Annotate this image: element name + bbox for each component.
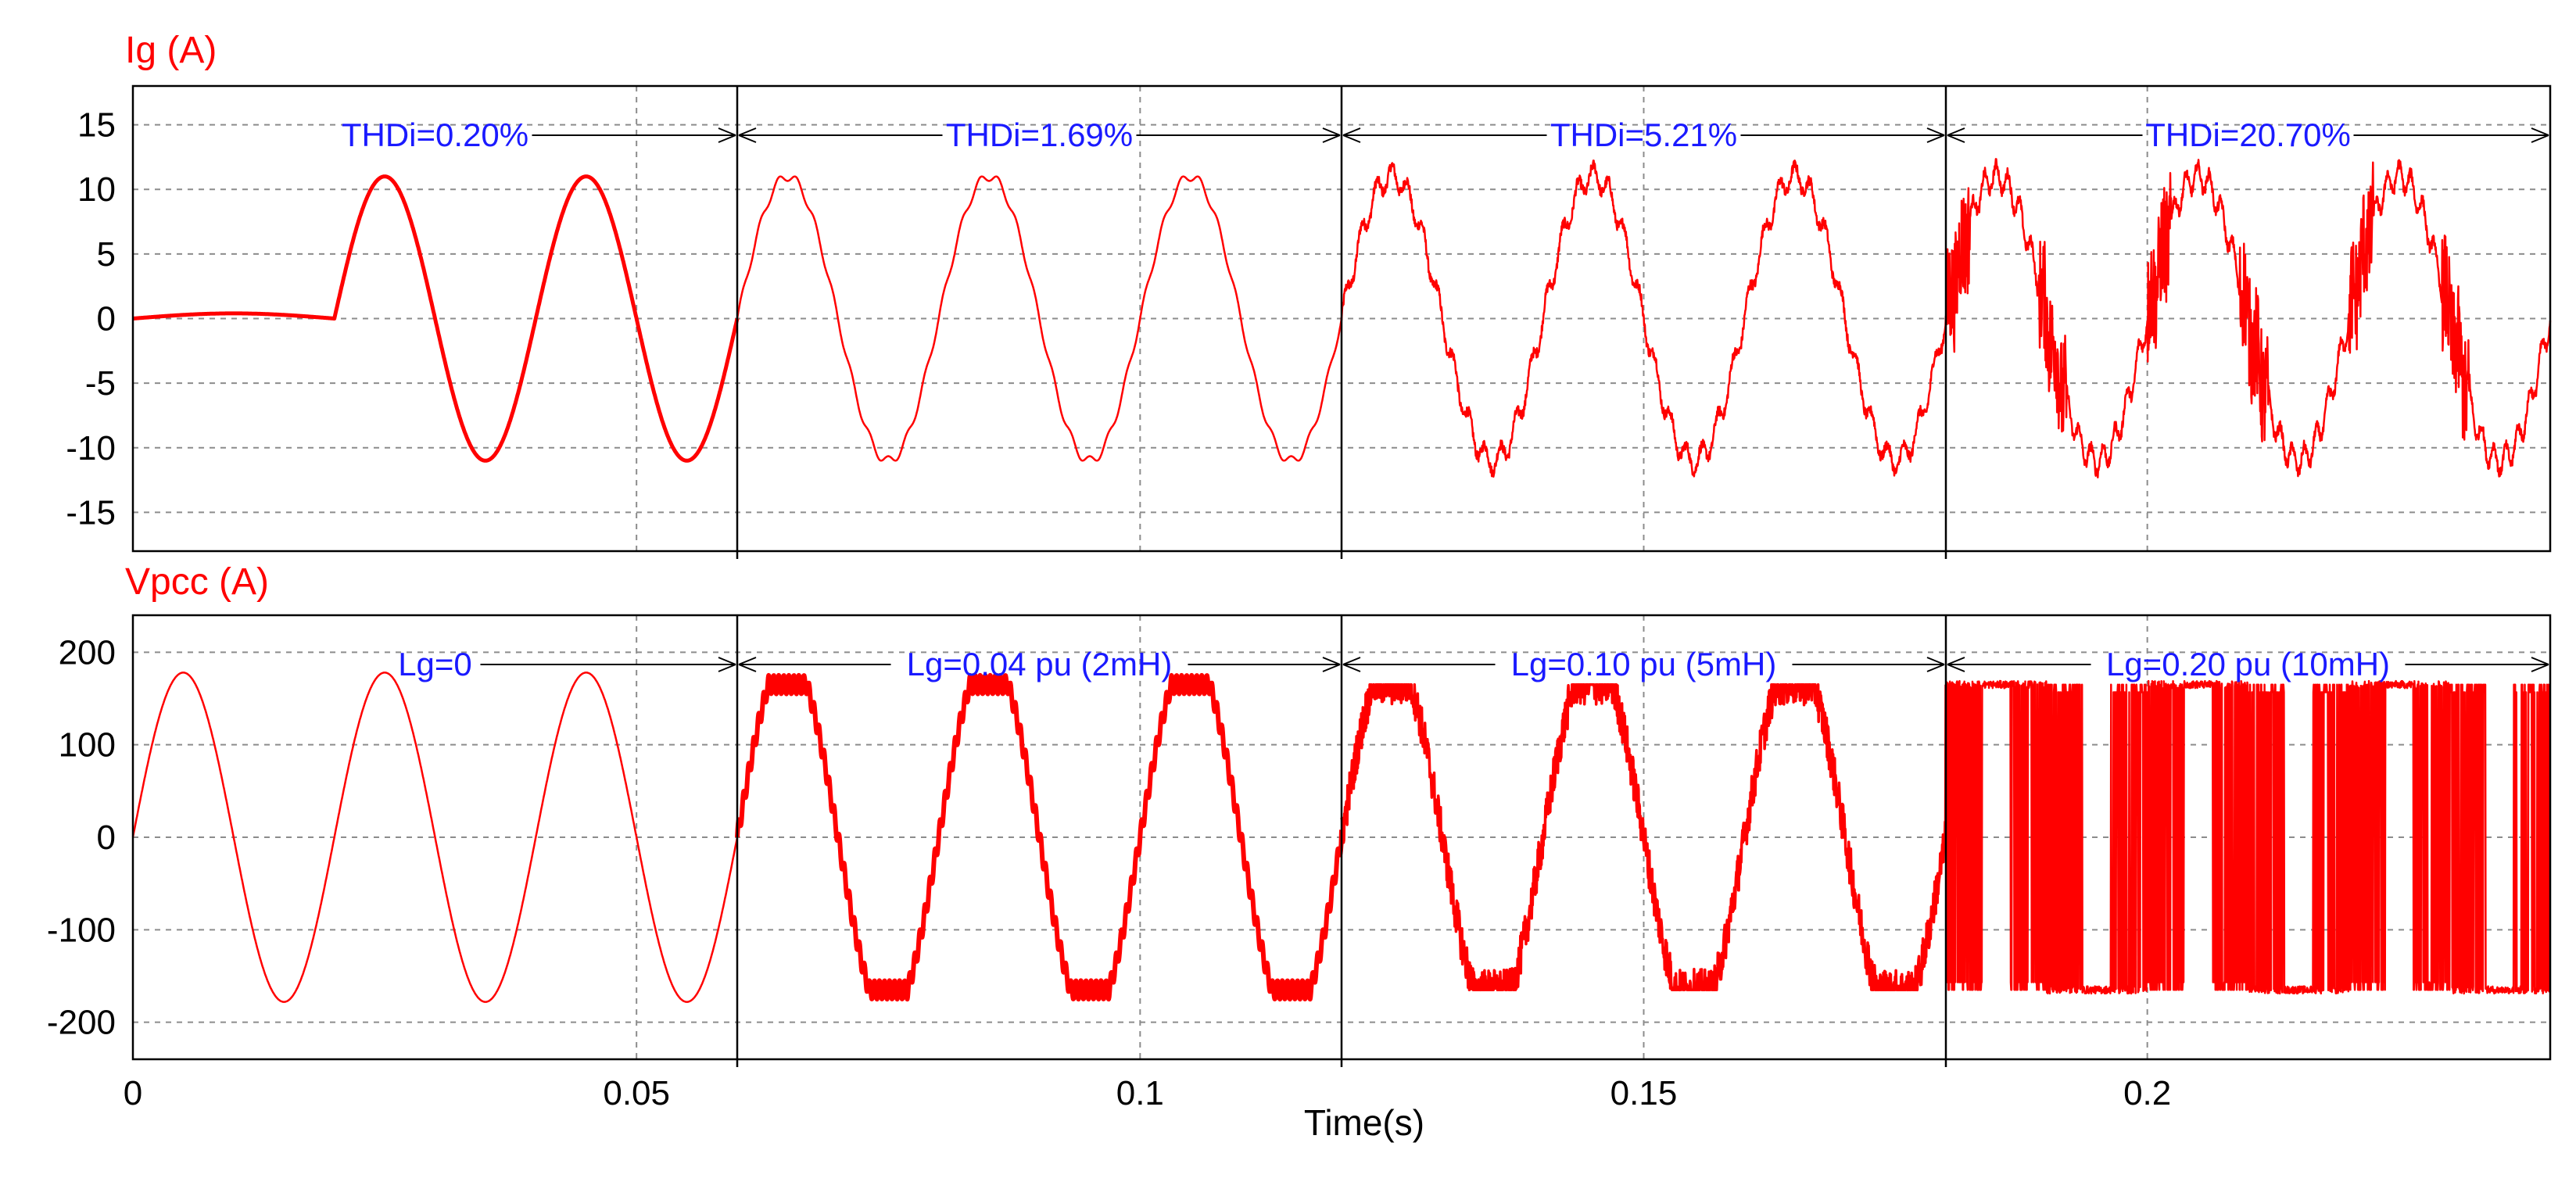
- top-y-tick-label: -5: [85, 364, 116, 403]
- thd-annotation-arrowhead-right: [1926, 127, 1945, 143]
- bottom-trace-group: [131, 672, 2552, 1003]
- thd-annotation-arrowhead-left: [738, 127, 757, 143]
- top-y-tick-label: -15: [66, 493, 116, 532]
- lg-annotation-label: Lg=0.10 pu (5mH): [1511, 646, 1777, 682]
- x-tick-label: 0.2: [2123, 1074, 2171, 1112]
- top-y-tick-label: 5: [97, 235, 116, 274]
- bottom-y-tick-label: 100: [59, 726, 116, 765]
- thd-annotation-arrowhead-left: [1947, 127, 1965, 143]
- x-axis-label: Time(s): [1304, 1102, 1424, 1143]
- top-y-ticks: 15 10 5 0 -5 -10 -15: [66, 106, 116, 532]
- ig-series-line: [1944, 158, 2552, 478]
- bottom-y-tick-label: 200: [59, 633, 116, 672]
- bottom-y-tick-label: -100: [47, 911, 116, 949]
- lg-annotation-label: Lg=0: [398, 646, 472, 682]
- thd-annotation-arrowhead-right: [1322, 127, 1341, 143]
- x-tick-label: 0.05: [603, 1074, 670, 1112]
- bottom-y-tick-label: -200: [47, 1004, 116, 1042]
- lg-annotation-arrowhead-right: [718, 657, 736, 672]
- top-ylabel: Ig (A): [125, 30, 217, 71]
- top-annotations: THDi=0.20% THDi=1.69% THDi=5.21% THDi=20.70…: [342, 116, 2549, 153]
- thd-annotation-label: THDi=1.69%: [946, 116, 1133, 153]
- lg-annotation-label: Lg=0.20 pu (10mH): [2106, 646, 2390, 682]
- bottom-x-ticks: 0 0.05 0.1 0.15 0.2: [124, 1074, 2171, 1112]
- top-trace-group: [131, 158, 2552, 478]
- thd-annotation-label: THDi=5.21%: [1550, 116, 1737, 153]
- lg-annotation-arrowhead-left: [1947, 657, 1965, 672]
- top-y-tick-label: -10: [66, 429, 116, 467]
- bottom-ylabel: Vpcc (A): [125, 561, 269, 603]
- bottom-segment-boundaries: [736, 615, 1947, 1067]
- thd-annotation-label: THDi=0.20%: [342, 116, 528, 153]
- x-tick-label: 0.1: [1116, 1074, 1164, 1112]
- x-tick-label: 0.15: [1610, 1074, 1678, 1112]
- top-segment-boundaries: [736, 86, 1947, 559]
- thd-annotation-arrowhead-right: [2531, 127, 2549, 143]
- bottom-annotations: Lg=0 Lg=0.04 pu (2mH) Lg=0.10 pu (5mH) Lg=0…: [398, 646, 2549, 682]
- ig-series-line: [1340, 159, 1947, 478]
- lg-annotation-label: Lg=0.04 pu (2mH): [907, 646, 1173, 682]
- vpcc-series-line: [735, 672, 1344, 1002]
- ig-series-line: [131, 174, 740, 463]
- ig-series-line: [736, 175, 1343, 462]
- bottom-plot-frame: [131, 614, 2552, 1061]
- lg-annotation-arrowhead-right: [2531, 657, 2549, 672]
- top-y-tick-label: 0: [97, 300, 116, 338]
- top-y-tick-label: 15: [77, 106, 116, 145]
- lg-annotation-arrowhead-right: [1926, 657, 1945, 672]
- lg-annotation-arrowhead-right: [1322, 657, 1341, 672]
- thd-annotation-label: THDi=20.70%: [2145, 116, 2351, 153]
- thd-annotation-arrowhead-left: [1342, 127, 1361, 143]
- top-y-tick-label: 10: [77, 170, 116, 209]
- x-tick-label: 0: [124, 1074, 142, 1112]
- thd-annotation-arrowhead-right: [718, 127, 736, 143]
- top-plot-frame: [131, 84, 2552, 553]
- lg-annotation-arrowhead-left: [738, 657, 757, 672]
- vpcc-series-line: [131, 672, 739, 1003]
- bottom-y-tick-label: 0: [97, 818, 116, 857]
- vpcc-series-line: [1944, 679, 2552, 995]
- vpcc-series-line: [1340, 683, 1947, 992]
- bottom-y-ticks: 200 100 0 -100 -200: [47, 633, 116, 1041]
- lg-annotation-arrowhead-left: [1342, 657, 1361, 672]
